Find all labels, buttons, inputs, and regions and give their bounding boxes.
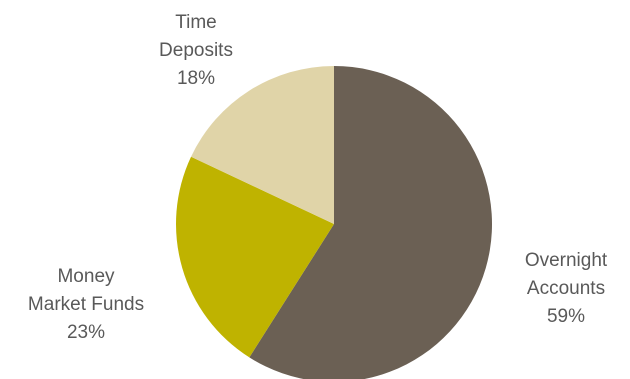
pie-slices bbox=[176, 66, 492, 379]
slice-value-label: 18% bbox=[177, 68, 215, 89]
pie-slice-3 bbox=[191, 66, 334, 224]
slice-name-line: Deposits bbox=[159, 40, 233, 61]
slice-name-line: Market Funds bbox=[28, 294, 144, 315]
slice-value-label: 59% bbox=[547, 306, 585, 327]
slice-name-line: Time bbox=[175, 12, 217, 33]
slice-value-label: 23% bbox=[67, 322, 105, 343]
slice-name-line: Accounts bbox=[527, 278, 605, 299]
pie-slice-2 bbox=[176, 156, 334, 358]
pie-slice-label-1: Overnight Accounts 59% bbox=[525, 250, 608, 327]
slice-name-line: Money bbox=[57, 266, 115, 287]
slice-name-line: Overnight bbox=[525, 250, 608, 271]
pie-slice-label-2: Money Market Funds 23% bbox=[28, 266, 144, 343]
pie-slice-1 bbox=[249, 66, 492, 379]
pie-slice-label-3: Time Deposits 18% bbox=[159, 12, 233, 89]
pie-labels: Overnight Accounts 59% Money Market Funds 23%… bbox=[28, 12, 608, 343]
